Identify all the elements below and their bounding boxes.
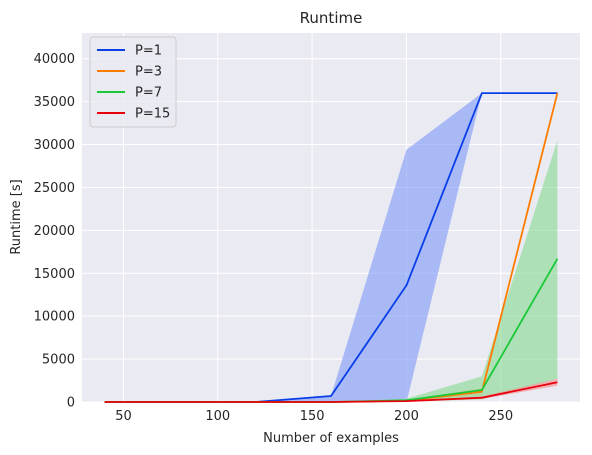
- y-tick-label: 15000: [34, 267, 75, 282]
- y-tick-label: 5000: [42, 353, 75, 368]
- band-series-2: [104, 140, 558, 403]
- legend-label: P=7: [135, 86, 162, 101]
- y-tick-label: 10000: [34, 310, 75, 325]
- line-series-3: [104, 381, 558, 403]
- x-axis-label: Number of examples: [263, 431, 399, 446]
- confidence-bands: [104, 93, 558, 403]
- band-series-0: [104, 93, 558, 402]
- legend-label: P=15: [135, 107, 170, 122]
- y-axis-label: Runtime [s]: [9, 179, 24, 254]
- x-tick-label: 100: [205, 409, 230, 424]
- legend-label: P=3: [135, 65, 162, 80]
- series-lines: [104, 92, 559, 403]
- tick-labels: 50 100 150 200 250 0 5000 10000 15000 20000 25000 3…: [34, 52, 514, 424]
- grid-layer: [82, 33, 580, 403]
- chart-title: Runtime: [300, 9, 363, 27]
- x-tick-label: 250: [488, 409, 513, 424]
- legend-label: P=1: [135, 44, 162, 59]
- legend-box: [89, 36, 177, 128]
- y-tick-label: 40000: [34, 52, 75, 67]
- x-tick-label: 200: [394, 409, 419, 424]
- x-tick-label: 50: [115, 409, 132, 424]
- x-tick-label: 150: [300, 409, 325, 424]
- y-tick-label: 25000: [34, 181, 75, 196]
- y-tick-label: 35000: [34, 95, 75, 110]
- y-tick-label: 30000: [34, 138, 75, 153]
- y-tick-label: 0: [67, 396, 75, 411]
- y-tick-label: 20000: [34, 224, 75, 239]
- legend: P=1 P=3 P=7 P=15: [89, 36, 177, 128]
